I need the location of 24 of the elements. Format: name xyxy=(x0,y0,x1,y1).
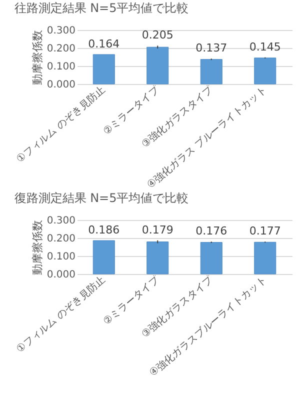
bar xyxy=(146,46,169,84)
data-label: 0.177 xyxy=(249,224,281,238)
y-tick-label: 0.300 xyxy=(46,216,76,226)
chart-title: 復路測定結果 N=5平均値で比較 xyxy=(14,191,189,205)
y-axis-title: 動摩擦係数 xyxy=(30,220,44,275)
bar xyxy=(200,59,222,84)
data-label: 0.145 xyxy=(249,40,281,54)
y-tick-label: 0.100 xyxy=(46,62,76,72)
y-tick-label: 0.300 xyxy=(46,26,76,36)
y-tick-label: 0.200 xyxy=(46,234,76,244)
data-label: 0.186 xyxy=(88,224,120,237)
data-label: 0.205 xyxy=(142,28,174,42)
data-label: 0.137 xyxy=(196,42,228,55)
y-axis-title: 動摩擦係数 xyxy=(30,30,44,85)
chart-title: 往路測定結果 N=5平均値で比較 xyxy=(14,1,189,15)
y-tick-label: 0.100 xyxy=(46,252,76,262)
y-tick-label: 0.200 xyxy=(46,44,76,54)
data-label: 0.176 xyxy=(196,224,228,238)
y-tick-label: 0.000 xyxy=(46,80,76,90)
data-label: 0.164 xyxy=(88,37,120,50)
bar xyxy=(92,54,115,84)
bar xyxy=(254,58,276,84)
y-tick-label: 0.000 xyxy=(46,270,76,280)
data-label: 0.179 xyxy=(142,223,174,236)
